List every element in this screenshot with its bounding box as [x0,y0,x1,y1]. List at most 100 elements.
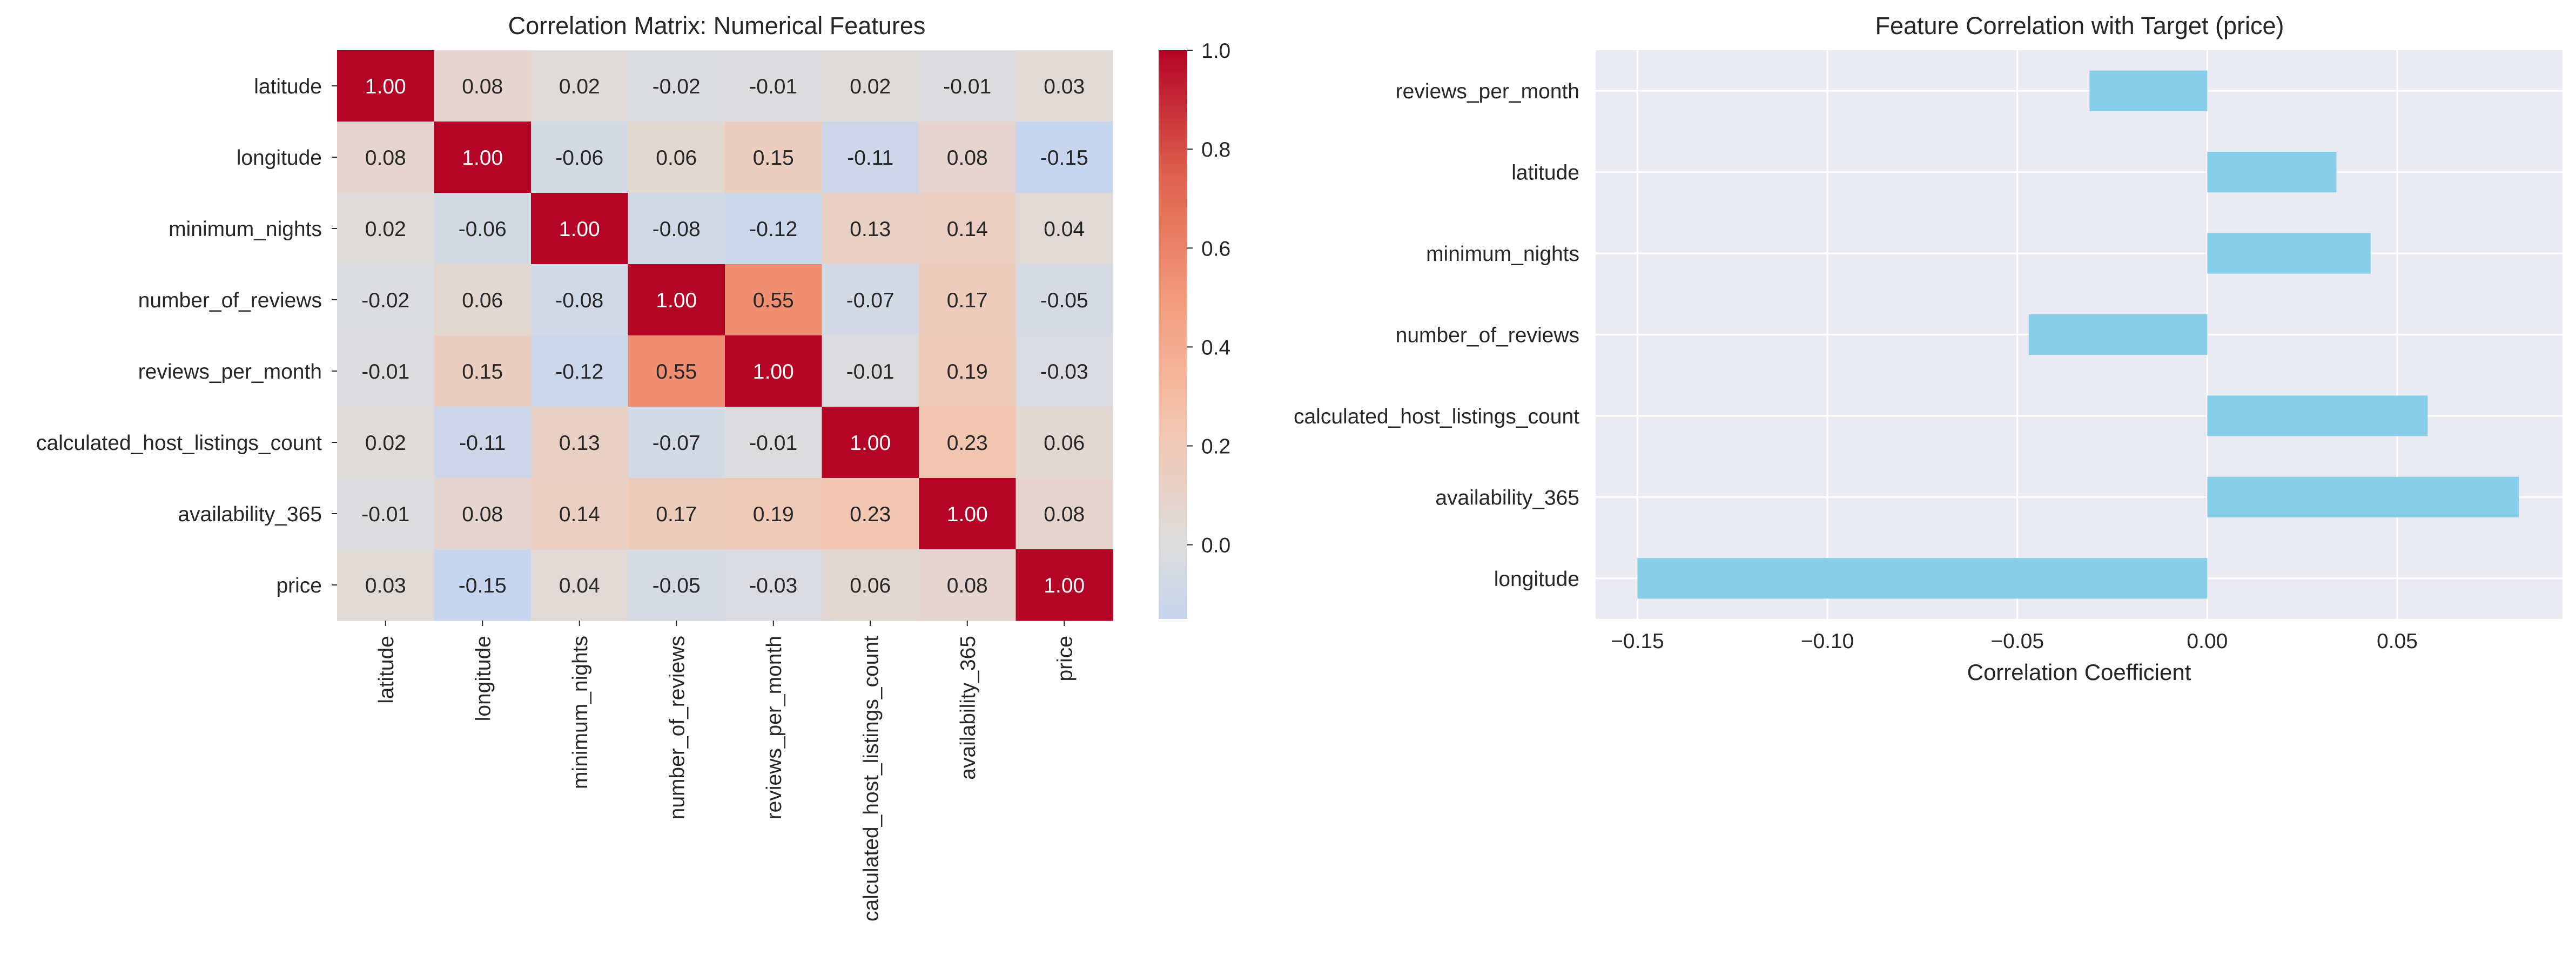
colorbar-tick-label: 1.0 [1201,39,1230,63]
heatmap-cell-latitude-price [1015,50,1113,122]
heatmap-cell-label: 0.02 [365,432,406,455]
heatmap-cell-label: 0.02 [365,218,406,241]
heatmap-cell-label: 0.03 [365,574,406,597]
heatmap-row-label-latitude: latitude [254,75,322,98]
heatmap-cell-label: 0.08 [462,503,503,526]
heatmap-cell-longitude-calculated-host-listings-count [822,122,919,193]
colorbar-tick-label: 0.4 [1201,336,1230,359]
heatmap-col-label-availability-365: availability_365 [957,636,980,780]
heatmap-col-label-minimum-nights: minimum_nights [569,636,592,789]
heatmap-cell-label: -0.01 [361,503,409,526]
heatmap-cell-label: 0.06 [656,146,697,170]
heatmap-cell-label: -0.08 [555,289,603,312]
bar-category-label-reviews-per-month: reviews_per_month [1396,80,1579,103]
bar-x-tick-label: −0.10 [1801,630,1854,653]
heatmap-cell-latitude-latitude [337,50,435,122]
heatmap-cell-label: 0.06 [1044,432,1085,455]
heatmap-cell-calculated-host-listings-count-number-of-reviews [628,407,725,479]
heatmap-cell-price-latitude [337,549,435,621]
bar-number-of-reviews [2028,314,2208,355]
heatmap-cell-label: 0.08 [1044,503,1085,526]
heatmap-cell-price-availability-365 [919,549,1017,621]
bar-minimum-nights [2207,233,2371,274]
bar-category-label-availability-365: availability_365 [1435,486,1579,509]
heatmap-cell-longitude-availability-365 [919,122,1017,193]
bar-x-axis-label: Correlation Coefficient [1967,659,2191,685]
heatmap-cell-label: 0.08 [947,146,988,170]
colorbar-gradient [1159,50,1187,619]
bar-category-label-latitude: latitude [1511,161,1579,185]
bar-category-label-calculated-host-listings-count: calculated_host_listings_count [1294,405,1579,428]
heatmap-cell-availability-365-calculated-host-listings-count [822,478,919,550]
heatmap-cell-label: 0.23 [850,503,891,526]
heatmap-cell-label: -0.06 [459,218,507,241]
heatmap-cell-label: 1.00 [365,75,406,98]
heatmap-row-label-price: price [276,574,322,597]
heatmap-col-label-price: price [1053,636,1077,682]
heatmap-cell-minimum-nights-calculated-host-listings-count [822,193,919,265]
heatmap-cell-minimum-nights-availability-365 [919,193,1017,265]
bar-reviews-per-month [2089,70,2208,111]
heatmap-cell-price-longitude [434,549,532,621]
heatmap-cell-price-minimum-nights [531,549,629,621]
heatmap-col-label-latitude: latitude [375,636,398,704]
bar-calculated-host-listings-count [2207,395,2428,436]
heatmap-cell-label: 0.02 [559,75,600,98]
bar-x-tick-labels: −0.15 −0.10 −0.05 0.00 0.05 [1611,630,2418,653]
heatmap-cell-label: -0.05 [1040,289,1088,312]
heatmap-cell-label: 0.15 [462,360,503,383]
heatmap-cell-latitude-longitude [434,50,532,122]
heatmap-cell-label: 0.04 [1044,218,1085,241]
heatmap-cell-reviews-per-month-price [1015,335,1113,407]
bar-panel: Feature Correlation with Target (price) … [1294,12,2562,685]
heatmap-cell-number-of-reviews-longitude [434,264,532,336]
heatmap-cell-label: 1.00 [559,218,600,241]
bar-category-labels: reviews_per_month latitude minimum_nightsn… [1294,80,1579,591]
heatmap-cell-label: -0.08 [653,218,701,241]
heatmap-cell-label: 0.08 [365,146,406,170]
bar-category-label-number-of-reviews: number_of_reviews [1396,324,1579,347]
heatmap-cell-reviews-per-month-latitude [337,335,435,407]
heatmap-cell-label: -0.01 [749,75,797,98]
heatmap-row-label-reviews-per-month: reviews_per_month [138,360,322,383]
bar-latitude [2207,152,2337,193]
heatmap-cell-label: -0.01 [943,75,991,98]
heatmap-cell-calculated-host-listings-count-longitude [434,407,532,479]
heatmap-cell-reviews-per-month-longitude [434,335,532,407]
heatmap-cell-label: 0.03 [1044,75,1085,98]
heatmap-row-label-number-of-reviews: number_of_reviews [138,289,322,312]
heatmap-cell-label: 0.04 [559,574,600,597]
bar-x-tick-label: −0.05 [1990,630,2044,653]
heatmap-cell-label: 0.08 [947,574,988,597]
heatmap-cell-number-of-reviews-availability-365 [919,264,1017,336]
heatmap-cell-price-calculated-host-listings-count [822,549,919,621]
heatmap-cell-label: 0.17 [656,503,697,526]
heatmap-cell-label: -0.15 [459,574,507,597]
heatmap-cell-minimum-nights-minimum-nights [531,193,629,265]
heatmap-cell-label: 0.19 [947,360,988,383]
heatmap-cell-reviews-per-month-minimum-nights [531,335,629,407]
heatmap-cell-label: 0.08 [462,75,503,98]
heatmap-cell-label: 0.55 [656,360,697,383]
heatmap-cell-longitude-reviews-per-month [725,122,823,193]
colorbar-tick-label: 0.8 [1201,138,1230,161]
bar-category-label-minimum-nights: minimum_nights [1426,243,1579,266]
colorbar-tick-label: 0.2 [1201,435,1230,459]
heatmap-cell-availability-365-reviews-per-month [725,478,823,550]
heatmap-cell-label: 0.06 [462,289,503,312]
heatmap-cell-number-of-reviews-number-of-reviews [628,264,725,336]
heatmap-cell-minimum-nights-price [1015,193,1113,265]
heatmap-cell-label: 0.14 [559,503,600,526]
heatmap-cell-label: -0.11 [459,432,506,455]
heatmap-cell-minimum-nights-reviews-per-month [725,193,823,265]
heatmap-cell-label: 1.00 [462,146,503,170]
heatmap-col-label-reviews-per-month: reviews_per_month [763,636,786,819]
heatmap-cell-latitude-minimum-nights [531,50,629,122]
heatmap-cell-label: 1.00 [850,432,891,455]
heatmap-cell-label: -0.15 [1040,146,1088,170]
heatmap-cell-availability-365-number-of-reviews [628,478,725,550]
heatmap-cell-label: -0.12 [555,360,603,383]
heatmap-cell-calculated-host-listings-count-minimum-nights [531,407,629,479]
heatmap-cell-availability-365-longitude [434,478,532,550]
